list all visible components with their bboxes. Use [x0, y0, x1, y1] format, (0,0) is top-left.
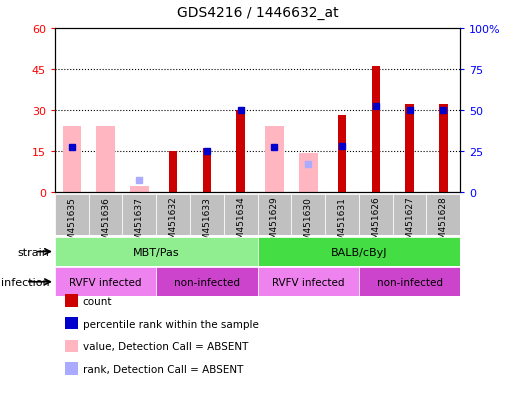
Text: BALB/cByJ: BALB/cByJ: [331, 247, 387, 257]
FancyBboxPatch shape: [55, 237, 257, 266]
FancyBboxPatch shape: [55, 194, 89, 235]
Text: non-infected: non-infected: [377, 277, 442, 287]
Text: GSM451629: GSM451629: [270, 196, 279, 251]
FancyBboxPatch shape: [426, 194, 460, 235]
Text: GSM451630: GSM451630: [304, 196, 313, 251]
FancyBboxPatch shape: [359, 268, 460, 297]
FancyBboxPatch shape: [393, 194, 426, 235]
FancyBboxPatch shape: [89, 194, 122, 235]
FancyBboxPatch shape: [257, 268, 359, 297]
Text: GSM451633: GSM451633: [202, 196, 211, 251]
Bar: [439, 105, 448, 192]
FancyBboxPatch shape: [122, 194, 156, 235]
FancyBboxPatch shape: [55, 268, 156, 297]
Bar: [130, 187, 149, 192]
FancyBboxPatch shape: [156, 194, 190, 235]
Bar: [371, 67, 380, 192]
Text: GSM451628: GSM451628: [439, 196, 448, 251]
Bar: [265, 127, 284, 192]
Text: non-infected: non-infected: [174, 277, 240, 287]
FancyBboxPatch shape: [257, 237, 460, 266]
Bar: [203, 149, 211, 192]
Text: GSM451634: GSM451634: [236, 196, 245, 251]
Bar: [338, 116, 346, 192]
Bar: [63, 127, 81, 192]
Text: GDS4216 / 1446632_at: GDS4216 / 1446632_at: [177, 6, 338, 20]
Bar: [299, 154, 317, 192]
FancyBboxPatch shape: [190, 194, 224, 235]
FancyBboxPatch shape: [224, 194, 257, 235]
Text: GSM451632: GSM451632: [168, 196, 178, 251]
Text: value, Detection Call = ABSENT: value, Detection Call = ABSENT: [83, 342, 248, 351]
Text: MBT/Pas: MBT/Pas: [133, 247, 179, 257]
Text: GSM451631: GSM451631: [337, 196, 347, 251]
FancyBboxPatch shape: [257, 194, 291, 235]
Text: GSM451626: GSM451626: [371, 196, 380, 251]
Text: RVFV infected: RVFV infected: [70, 277, 142, 287]
Text: GSM451636: GSM451636: [101, 196, 110, 251]
Bar: [96, 127, 115, 192]
Text: infection: infection: [1, 277, 50, 287]
Text: count: count: [83, 296, 112, 306]
Text: GSM451637: GSM451637: [135, 196, 144, 251]
Bar: [169, 151, 177, 192]
Text: GSM451635: GSM451635: [67, 196, 76, 251]
Text: GSM451627: GSM451627: [405, 196, 414, 251]
FancyBboxPatch shape: [156, 268, 257, 297]
Bar: [405, 105, 414, 192]
FancyBboxPatch shape: [359, 194, 393, 235]
FancyBboxPatch shape: [325, 194, 359, 235]
Bar: [236, 110, 245, 192]
Text: strain: strain: [18, 247, 50, 257]
Text: percentile rank within the sample: percentile rank within the sample: [83, 319, 258, 329]
Text: RVFV infected: RVFV infected: [272, 277, 345, 287]
FancyBboxPatch shape: [291, 194, 325, 235]
Text: rank, Detection Call = ABSENT: rank, Detection Call = ABSENT: [83, 364, 243, 374]
